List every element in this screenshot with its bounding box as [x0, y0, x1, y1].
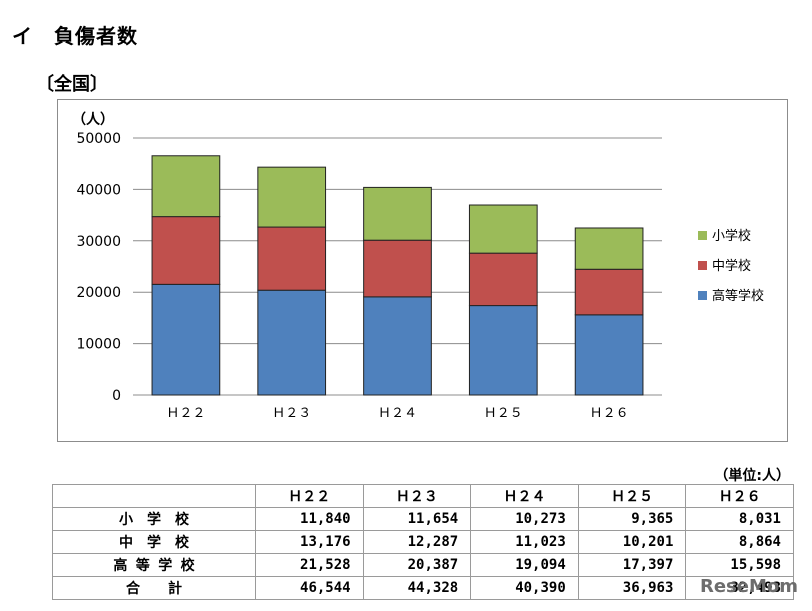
row-label: 小 学 校: [52, 507, 256, 531]
bar-segment: [363, 186, 432, 241]
page-heading: イ 負傷者数: [12, 24, 138, 48]
bar-segment: [151, 283, 221, 396]
table-row: 高 等 学 校 21,528 20,387 19,094 17,397 15,5…: [52, 553, 794, 577]
bar-segment: [151, 216, 221, 285]
table-row: 小 学 校 11,840 11,654 10,273 9,365 8,031: [52, 507, 794, 531]
bar-segment: [468, 204, 538, 254]
legend-swatch: [698, 291, 707, 300]
unit-note: （単位:人）: [714, 468, 790, 484]
table-cell: 8,031: [685, 507, 794, 531]
bar-segment: [363, 239, 432, 298]
table-header-cell: Ｈ２２: [255, 484, 364, 508]
bar-segment: [363, 296, 432, 396]
table-cell: 13,176: [255, 530, 364, 554]
bar-segment: [151, 155, 221, 218]
y-tick-label: 50000: [76, 131, 121, 147]
table-cell: 44,328: [362, 576, 472, 600]
row-label: 合 計: [52, 576, 256, 600]
watermark-logo: ReseMom: [699, 576, 798, 597]
legend-swatch: [698, 261, 707, 270]
bar-segment: [257, 289, 327, 396]
y-tick-label: 40000: [76, 182, 121, 198]
bar-segment: [574, 314, 644, 396]
table-cell: 20,387: [362, 553, 472, 577]
table-header-cell: Ｈ２３: [362, 484, 472, 508]
row-label: 高 等 学 校: [52, 553, 256, 577]
table-cell: 46,544: [255, 576, 364, 600]
table-cell: 12,287: [362, 530, 472, 554]
table-cell: 10,201: [577, 530, 687, 554]
table-cell: 36,963: [577, 576, 687, 600]
table-row: 合 計 46,544 44,328 40,390 36,963 32,493: [52, 576, 794, 600]
table-cell: 17,397: [577, 553, 687, 577]
legend-label: 小学校: [712, 228, 751, 244]
bar-segment: [257, 166, 327, 228]
chart-container: 0 10000 20000 30000 40000 50000 （人） Ｈ２２ Ｈ２３ Ｈ２４ Ｈ２…: [57, 99, 788, 442]
legend-label: 高等学校: [712, 288, 764, 304]
legend-swatch: [698, 231, 707, 240]
y-tick-label: 20000: [76, 285, 121, 301]
table-cell: 11,840: [255, 507, 364, 531]
bar-segment: [468, 252, 538, 307]
table-cell: 21,528: [255, 553, 364, 577]
stacked-bar-chart: 0 10000 20000 30000 40000 50000 （人） Ｈ２２ Ｈ２３ Ｈ２４ Ｈ２…: [72, 111, 764, 421]
y-tick-label: 0: [112, 388, 121, 404]
table-header-cell: Ｈ２５: [577, 484, 687, 508]
row-label: 中 学 校: [52, 530, 256, 554]
x-tick-label: Ｈ２４: [378, 406, 417, 421]
x-tick-label: Ｈ２３: [272, 406, 311, 421]
table-cell: 8,864: [685, 530, 794, 554]
region-label: 〔全国〕: [36, 74, 108, 95]
table-cell: 11,023: [470, 530, 579, 554]
table-cell: 10,273: [470, 507, 579, 531]
x-tick-label: Ｈ２６: [590, 406, 629, 421]
table-header-row: Ｈ２２ Ｈ２３ Ｈ２４ Ｈ２５ Ｈ２６: [52, 484, 794, 508]
table-header-cell: Ｈ２６: [685, 484, 794, 508]
table-cell: 40,390: [470, 576, 579, 600]
table-header-cell: Ｈ２４: [470, 484, 579, 508]
x-tick-label: Ｈ２５: [484, 406, 523, 421]
table-cell: 9,365: [577, 507, 687, 531]
table-cell: 32,493: [685, 576, 794, 600]
table-cell: 15,598: [685, 553, 794, 577]
table-row: 中 学 校 13,176 12,287 11,023 10,201 8,864: [52, 530, 794, 554]
table-header-cell: [52, 484, 256, 508]
table-cell: 11,654: [362, 507, 472, 531]
data-table: Ｈ２２ Ｈ２３ Ｈ２４ Ｈ２５ Ｈ２６ 小 学 校 11,840 11,654 …: [52, 484, 794, 600]
table-cell: 19,094: [470, 553, 579, 577]
y-axis-label: （人）: [72, 111, 114, 128]
y-tick-label: 10000: [76, 337, 121, 353]
bar-segment: [257, 226, 327, 291]
x-tick-label: Ｈ２２: [166, 406, 205, 421]
legend-label: 中学校: [712, 258, 751, 274]
y-tick-label: 30000: [76, 234, 121, 250]
bar-segment: [574, 268, 644, 316]
bar-segment: [574, 227, 644, 270]
bar-segment: [468, 305, 538, 396]
